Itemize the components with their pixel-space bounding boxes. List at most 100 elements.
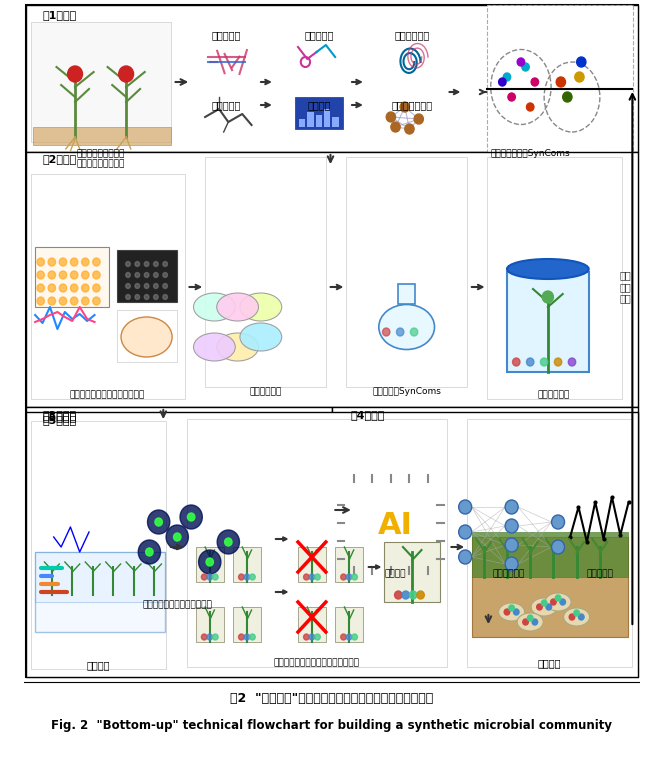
- Circle shape: [154, 262, 158, 267]
- Circle shape: [202, 574, 207, 580]
- Bar: [26, 407, 332, 612]
- Circle shape: [554, 358, 562, 366]
- Circle shape: [400, 102, 410, 112]
- Circle shape: [135, 284, 140, 288]
- Circle shape: [536, 604, 542, 610]
- Ellipse shape: [545, 593, 571, 611]
- Circle shape: [532, 619, 538, 625]
- Ellipse shape: [499, 603, 524, 621]
- Circle shape: [459, 500, 471, 514]
- Circle shape: [155, 518, 162, 526]
- Circle shape: [459, 525, 471, 539]
- Circle shape: [417, 591, 424, 599]
- Ellipse shape: [517, 613, 543, 631]
- Text: 采取不同环境、不同
品种根际微生物样品: 采取不同环境、不同 品种根际微生物样品: [77, 149, 125, 169]
- Bar: [117, 310, 177, 362]
- Circle shape: [145, 294, 149, 299]
- Bar: [299, 119, 306, 127]
- Bar: [487, 157, 622, 399]
- Bar: [26, 5, 638, 677]
- Bar: [295, 97, 343, 129]
- Circle shape: [135, 262, 140, 267]
- Circle shape: [244, 634, 250, 640]
- Circle shape: [82, 297, 89, 305]
- Circle shape: [517, 58, 524, 66]
- Circle shape: [126, 262, 131, 267]
- Bar: [42, 482, 103, 592]
- Circle shape: [579, 614, 584, 620]
- Circle shape: [239, 574, 244, 580]
- Circle shape: [59, 284, 67, 292]
- Ellipse shape: [240, 323, 282, 351]
- Circle shape: [304, 634, 309, 640]
- Circle shape: [396, 328, 404, 336]
- Bar: [307, 112, 314, 127]
- Ellipse shape: [379, 305, 434, 350]
- Circle shape: [154, 284, 158, 288]
- Text: AI: AI: [378, 510, 413, 539]
- Bar: [50, 502, 95, 577]
- Ellipse shape: [121, 317, 172, 357]
- Bar: [298, 607, 326, 642]
- Bar: [487, 5, 633, 152]
- Circle shape: [513, 609, 519, 615]
- Circle shape: [138, 540, 160, 564]
- Text: 构建不同的SynComs: 构建不同的SynComs: [372, 388, 441, 396]
- Circle shape: [522, 619, 528, 625]
- Circle shape: [163, 294, 168, 299]
- Text: 图2  "自下而上"的方法构建合成微生物群落的技术流程图: 图2 "自下而上"的方法构建合成微生物群落的技术流程图: [230, 692, 433, 706]
- Circle shape: [48, 284, 56, 292]
- Circle shape: [410, 591, 417, 599]
- Bar: [205, 157, 326, 387]
- Circle shape: [244, 574, 250, 580]
- Circle shape: [505, 500, 518, 514]
- Bar: [316, 115, 322, 127]
- Text: 优化
合成
群落: 优化 合成 群落: [620, 270, 632, 304]
- Ellipse shape: [240, 293, 282, 321]
- Text: 数据分析: 数据分析: [308, 100, 331, 110]
- Circle shape: [527, 615, 533, 621]
- Circle shape: [556, 595, 561, 601]
- Bar: [385, 542, 440, 602]
- Bar: [35, 247, 109, 307]
- Circle shape: [346, 634, 352, 640]
- Text: （2）构建: （2）构建: [42, 154, 76, 164]
- Circle shape: [505, 538, 518, 552]
- Circle shape: [93, 258, 100, 266]
- Circle shape: [82, 258, 89, 266]
- Circle shape: [202, 634, 207, 640]
- Circle shape: [560, 599, 566, 605]
- Circle shape: [556, 77, 566, 87]
- Bar: [31, 469, 115, 599]
- Circle shape: [410, 328, 418, 336]
- Circle shape: [552, 540, 565, 554]
- Circle shape: [574, 610, 579, 616]
- Bar: [332, 117, 339, 127]
- Text: 宏转录组学: 宏转录组学: [305, 30, 334, 40]
- Circle shape: [250, 574, 255, 580]
- Circle shape: [504, 609, 510, 615]
- Bar: [31, 421, 166, 669]
- Bar: [335, 547, 363, 582]
- Circle shape: [309, 574, 315, 580]
- Circle shape: [341, 574, 346, 580]
- Circle shape: [568, 358, 575, 366]
- Circle shape: [48, 271, 56, 279]
- Circle shape: [199, 550, 221, 574]
- Circle shape: [315, 574, 320, 580]
- Circle shape: [526, 103, 534, 111]
- Text: 宏基因组学: 宏基因组学: [211, 30, 241, 40]
- Text: 高通量分离、培养、鉴定和纯化: 高通量分离、培养、鉴定和纯化: [70, 391, 145, 399]
- Circle shape: [512, 358, 520, 366]
- Bar: [196, 547, 223, 582]
- Bar: [298, 547, 326, 582]
- Bar: [31, 174, 185, 399]
- Ellipse shape: [194, 333, 235, 361]
- Circle shape: [563, 92, 572, 102]
- Bar: [332, 407, 638, 612]
- Text: 代谢网络模型: 代谢网络模型: [493, 570, 525, 579]
- Circle shape: [459, 550, 471, 564]
- Circle shape: [522, 63, 529, 71]
- Circle shape: [570, 614, 575, 620]
- Circle shape: [59, 258, 67, 266]
